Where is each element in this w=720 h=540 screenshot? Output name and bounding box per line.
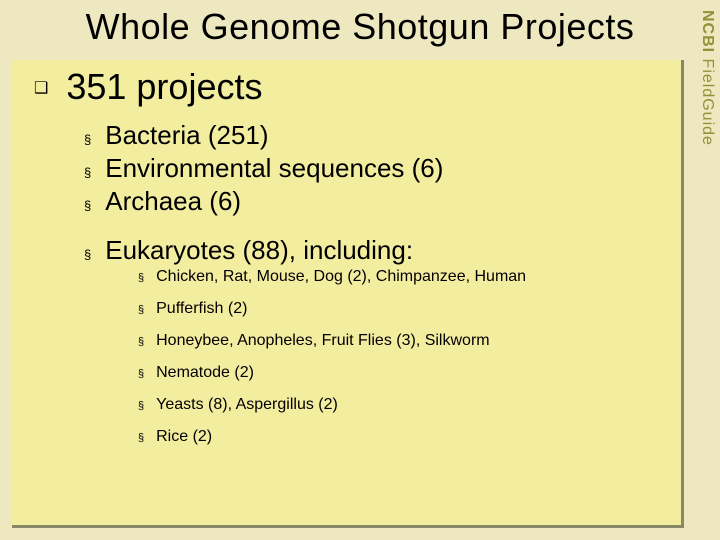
list-item: § Archaea (6) bbox=[12, 186, 681, 217]
sub-list-item-text: Rice (2) bbox=[156, 428, 212, 446]
sub-list-item-text: Chicken, Rat, Mouse, Dog (2), Chimpanzee… bbox=[156, 268, 526, 286]
section-bullet-icon: § bbox=[84, 165, 91, 180]
slide: Whole Genome Shotgun Projects NCBI Field… bbox=[0, 0, 720, 540]
sub-list-item: § Chicken, Rat, Mouse, Dog (2), Chimpanz… bbox=[12, 268, 681, 286]
sub-list-item: § Pufferfish (2) bbox=[12, 300, 681, 318]
list-item: § Bacteria (251) bbox=[12, 120, 681, 151]
sidebar-bold: NCBI bbox=[699, 10, 716, 53]
sidebar-label: NCBI FieldGuide bbox=[698, 10, 716, 146]
section-bullet-icon: § bbox=[84, 132, 91, 147]
list-item: § Environmental sequences (6) bbox=[12, 153, 681, 184]
section-bullet-icon: § bbox=[138, 304, 144, 316]
section-bullet-icon: § bbox=[138, 400, 144, 412]
slide-title: Whole Genome Shotgun Projects bbox=[0, 0, 720, 48]
section-bullet-icon: § bbox=[138, 368, 144, 380]
sidebar-light: FieldGuide bbox=[699, 53, 716, 146]
heading-row: ❑ 351 projects bbox=[12, 66, 681, 108]
sub-list-item: § Nematode (2) bbox=[12, 364, 681, 382]
section-bullet-icon: § bbox=[84, 198, 91, 213]
section-bullet-icon: § bbox=[138, 432, 144, 444]
list-item-text: Archaea (6) bbox=[105, 186, 241, 217]
sub-list-item-text: Pufferfish (2) bbox=[156, 300, 247, 318]
section-bullet-icon: § bbox=[84, 247, 91, 262]
content-box: ❑ 351 projects § Bacteria (251) § Enviro… bbox=[12, 60, 684, 528]
list-item-text: Environmental sequences (6) bbox=[105, 153, 443, 184]
section-bullet-icon: § bbox=[138, 336, 144, 348]
section-bullet-icon: § bbox=[138, 272, 144, 284]
sub-list-item: § Honeybee, Anopheles, Fruit Flies (3), … bbox=[12, 332, 681, 350]
list-item-text: Eukaryotes (88), including: bbox=[105, 235, 413, 266]
sub-list-item-text: Honeybee, Anopheles, Fruit Flies (3), Si… bbox=[156, 332, 489, 350]
list-item-text: Bacteria (251) bbox=[105, 120, 268, 151]
sub-list-item: § Yeasts (8), Aspergillus (2) bbox=[12, 396, 681, 414]
spacer bbox=[12, 219, 681, 235]
heading-text: 351 projects bbox=[66, 66, 262, 108]
sub-list-item-text: Nematode (2) bbox=[156, 364, 254, 382]
sub-list-item-text: Yeasts (8), Aspergillus (2) bbox=[156, 396, 338, 414]
sub-list-item: § Rice (2) bbox=[12, 428, 681, 446]
list-item: § Eukaryotes (88), including: bbox=[12, 235, 681, 266]
square-bullet-icon: ❑ bbox=[34, 78, 48, 98]
